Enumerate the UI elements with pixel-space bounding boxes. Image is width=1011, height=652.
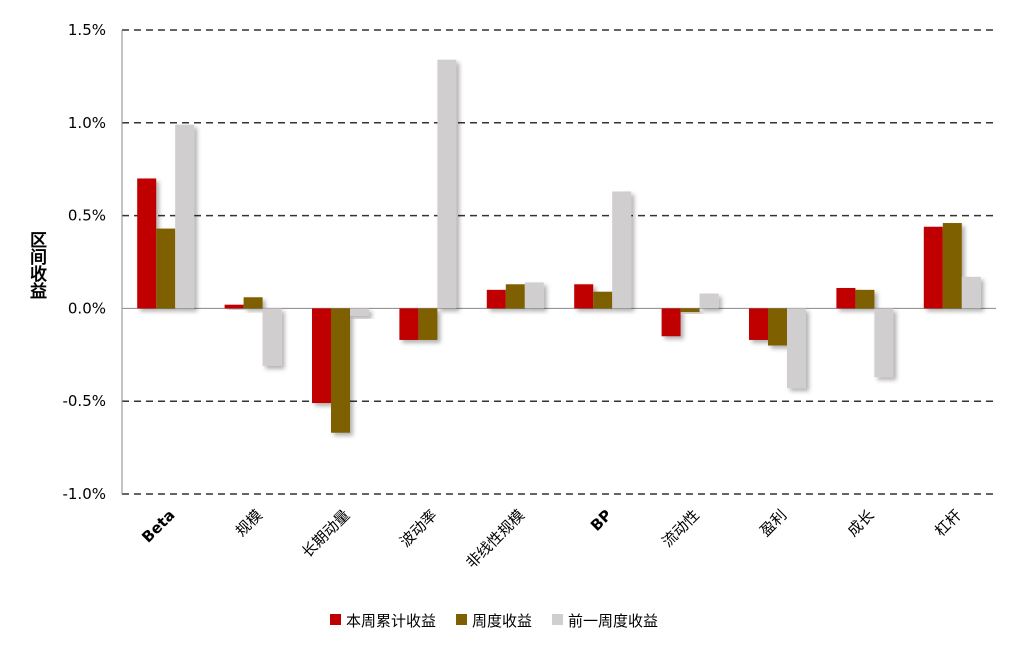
bar — [923, 226, 943, 309]
bar — [437, 59, 457, 309]
bar — [699, 293, 719, 309]
bar — [574, 284, 594, 309]
x-tick-label: 长期动量 — [298, 506, 353, 561]
bar — [593, 291, 613, 309]
x-tick-label: 成长 — [844, 506, 878, 540]
bar — [331, 308, 350, 433]
x-tick-label: 盈利 — [756, 506, 790, 540]
bar — [874, 308, 894, 378]
bar — [262, 308, 282, 366]
bar — [787, 308, 806, 389]
x-tick-label: Beta — [138, 506, 178, 546]
bar — [836, 287, 856, 309]
x-tick-label: BP — [587, 506, 616, 535]
y-tick-label: -0.5% — [62, 392, 106, 410]
legend-label: 本周累计收益 — [346, 612, 436, 630]
y-tick-label: 0.0% — [68, 299, 106, 317]
bar — [486, 289, 506, 309]
bar — [855, 289, 875, 309]
x-tick-label: 规模 — [232, 506, 266, 540]
bar — [768, 308, 787, 346]
x-tick-label: 杠杆 — [931, 506, 965, 540]
bar — [524, 282, 544, 309]
y-tick-label: 1.5% — [68, 21, 106, 39]
bar — [680, 308, 700, 313]
bar — [312, 308, 331, 404]
bar — [961, 276, 981, 309]
bar — [350, 308, 369, 316]
legend-swatch — [456, 614, 468, 625]
bar — [749, 308, 768, 340]
y-axis-label: 区间收益 — [26, 231, 47, 299]
y-tick-label: 1.0% — [68, 114, 106, 132]
bar — [243, 297, 263, 309]
bar — [942, 223, 962, 309]
legend-label: 前一周度收益 — [568, 612, 658, 630]
x-tick-label: 波动率 — [396, 506, 441, 551]
bar — [661, 308, 681, 337]
legend-label: 周度收益 — [472, 612, 532, 630]
bar — [137, 178, 157, 309]
x-tick-label: 流动性 — [658, 506, 703, 551]
bar — [156, 228, 176, 309]
legend-swatch — [552, 614, 564, 625]
bar — [224, 304, 244, 309]
x-tick-label: 非线性规模 — [462, 506, 528, 572]
legend-swatch — [330, 614, 341, 625]
y-tick-label: 0.5% — [68, 207, 106, 225]
bar — [175, 124, 195, 309]
y-tick-label: -1.0% — [62, 485, 106, 503]
bar — [612, 191, 632, 309]
bar — [418, 308, 438, 340]
bar — [399, 308, 419, 340]
bar — [505, 284, 525, 309]
